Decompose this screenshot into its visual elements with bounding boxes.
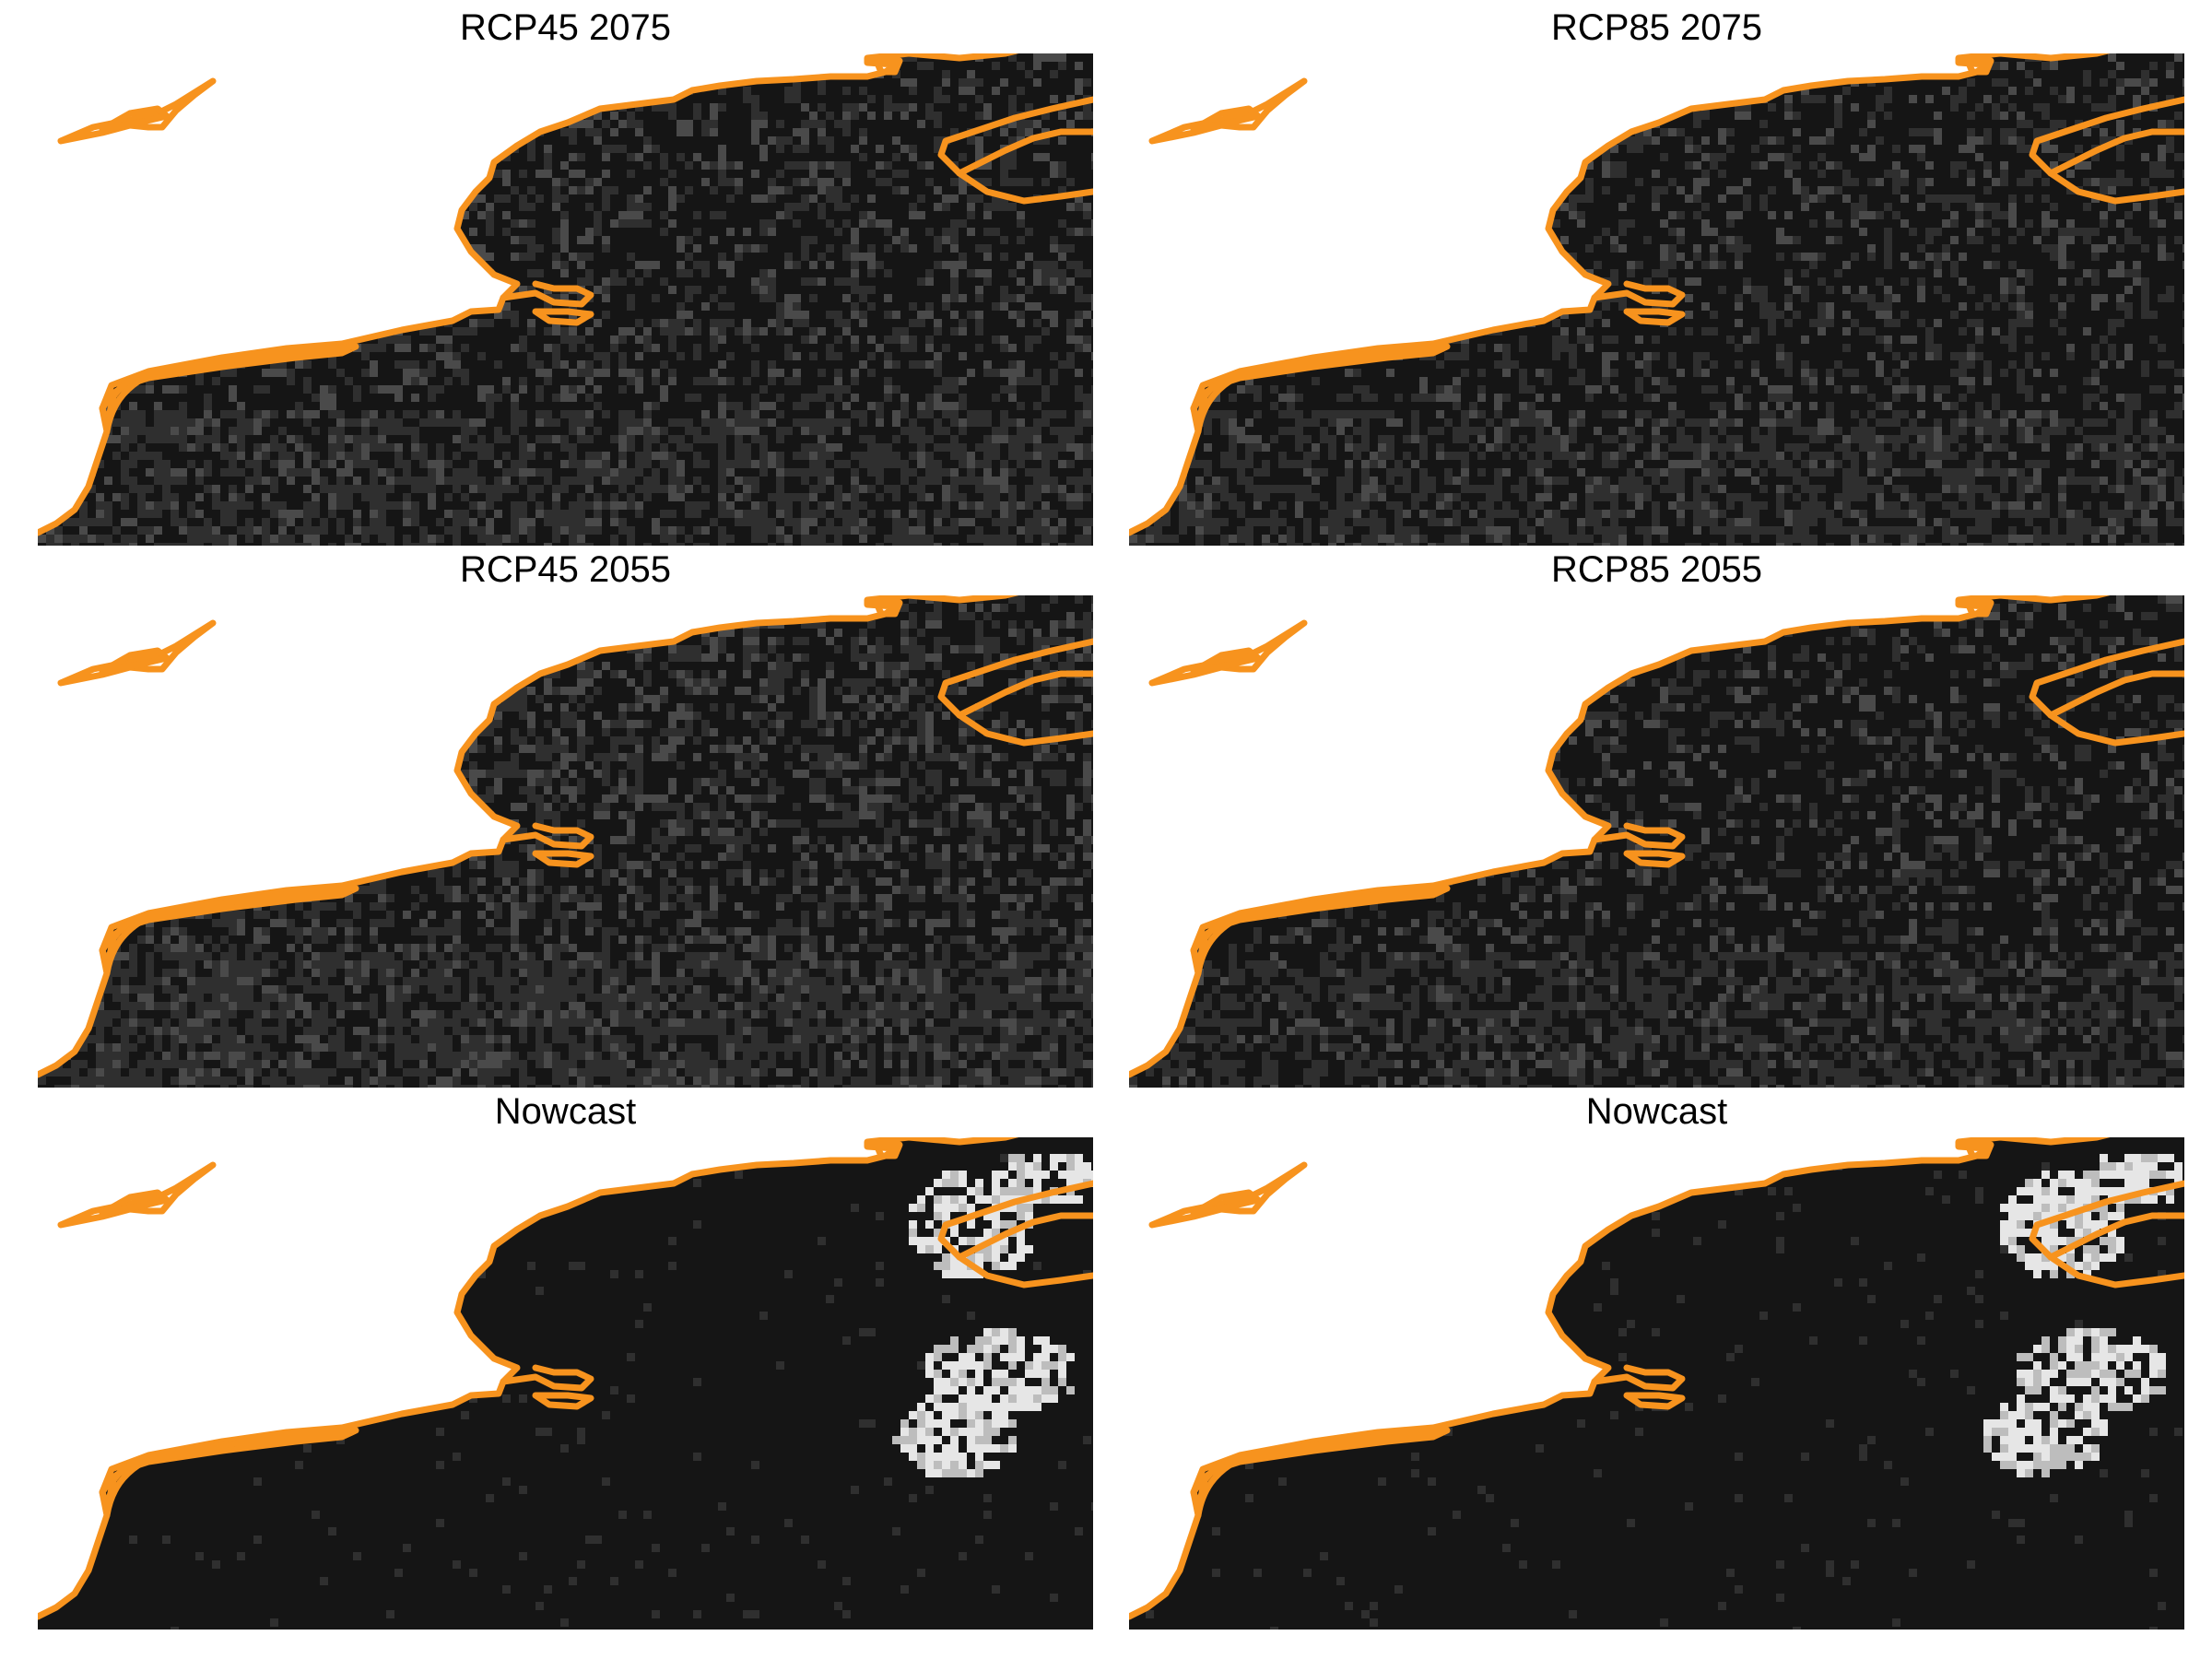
map-panel-nowcast-left: Nowcast — [38, 1086, 1093, 1630]
map-panel-rcp45-2075: RCP45 2075 — [38, 2, 1093, 546]
habitat-map — [1129, 595, 2184, 1088]
map-panel-rcp45-2055: RCP45 2055 — [38, 544, 1093, 1088]
habitat-map — [1129, 1137, 2184, 1630]
coastline — [38, 53, 1093, 536]
habitat-map — [38, 595, 1093, 1088]
coastline — [38, 1137, 1093, 1620]
habitat-map — [38, 53, 1093, 546]
coastline — [1129, 1137, 2184, 1620]
panel-title: RCP85 2075 — [1550, 7, 1763, 48]
panel-title: Nowcast — [494, 1091, 637, 1132]
habitat-map — [1129, 53, 2184, 546]
ocean-area — [38, 1137, 1093, 1630]
map-panel-nowcast-right: Nowcast — [1129, 1086, 2184, 1630]
coastline — [1129, 595, 2184, 1078]
habitat-map — [38, 1137, 1093, 1630]
panel-title: RCP45 2075 — [459, 7, 672, 48]
map-panel-rcp85-2055: RCP85 2055 — [1129, 544, 2184, 1088]
coastline — [1129, 53, 2184, 536]
panel-title: RCP45 2055 — [459, 549, 672, 590]
panel-title: Nowcast — [1585, 1091, 1728, 1132]
map-panel-rcp85-2075: RCP85 2075 — [1129, 2, 2184, 546]
panel-title: RCP85 2055 — [1550, 549, 1763, 590]
coastline — [38, 595, 1093, 1078]
